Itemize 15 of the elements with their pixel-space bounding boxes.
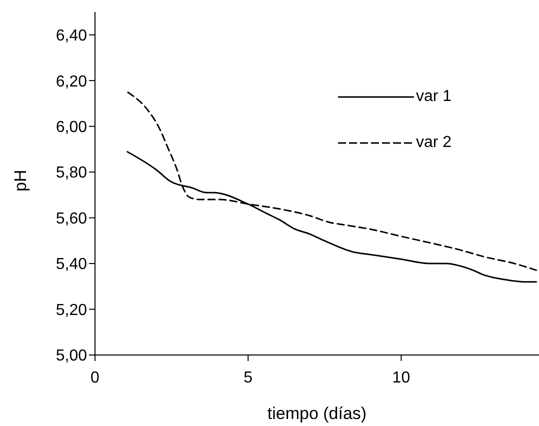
- x-axis-title: tiempo (días): [267, 404, 367, 423]
- y-tick-label: 5,40: [56, 256, 88, 274]
- y-tick-label: 5,00: [56, 348, 88, 365]
- x-tick-label: 5: [244, 369, 253, 386]
- y-tick-label: 5,20: [56, 302, 88, 319]
- x-tick-label: 10: [392, 369, 410, 386]
- y-tick-label: 5,80: [56, 164, 88, 182]
- y-tick-label: 6,00: [56, 119, 88, 136]
- y-axis-title: pH: [11, 170, 30, 192]
- x-tick-label: 0: [90, 369, 100, 386]
- y-tick-label: 5,60: [56, 210, 88, 228]
- legend-label: var 2: [416, 134, 452, 152]
- y-tick-label: 6,20: [56, 73, 88, 90]
- legend-label: var 1: [416, 88, 452, 106]
- y-tick-label: 6,40: [56, 28, 88, 45]
